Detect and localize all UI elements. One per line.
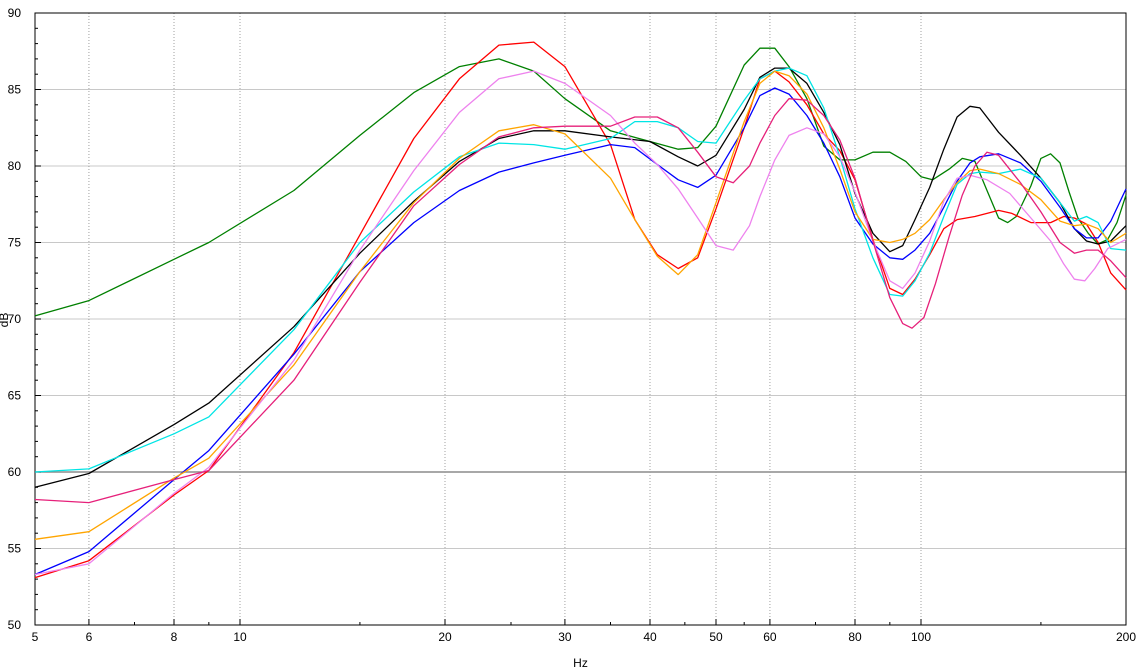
x-tick-label: 30 bbox=[558, 630, 572, 644]
x-tick-label: 80 bbox=[848, 630, 862, 644]
series-line-3 bbox=[34, 67, 1127, 488]
series-line-2 bbox=[34, 41, 1127, 579]
y-tick-label: 50 bbox=[8, 618, 22, 632]
y-tick-label: 65 bbox=[8, 389, 22, 403]
x-axis-label: Hz bbox=[573, 656, 588, 670]
x-tick-label: 60 bbox=[763, 630, 777, 644]
series-line-7 bbox=[34, 70, 1127, 576]
y-tick-label: 70 bbox=[8, 312, 22, 326]
series-line-6 bbox=[34, 70, 1127, 540]
x-tick-label: 6 bbox=[86, 630, 93, 644]
y-tick-label: 75 bbox=[8, 236, 22, 250]
series-line-8 bbox=[34, 98, 1127, 504]
y-axis-label: dB bbox=[0, 313, 11, 328]
series-line-1 bbox=[34, 47, 1127, 317]
x-tick-label: 40 bbox=[643, 630, 657, 644]
x-tick-label: 100 bbox=[911, 630, 931, 644]
series-line-5 bbox=[34, 67, 1127, 473]
y-tick-label: 85 bbox=[8, 83, 22, 97]
y-tick-label: 90 bbox=[8, 6, 22, 20]
x-tick-label: 200 bbox=[1116, 630, 1136, 644]
series-line-4 bbox=[34, 87, 1127, 576]
x-tick-label: 8 bbox=[171, 630, 178, 644]
x-tick-label: 10 bbox=[233, 630, 247, 644]
y-tick-label: 80 bbox=[8, 159, 22, 173]
x-tick-label: 50 bbox=[709, 630, 723, 644]
y-tick-label: 55 bbox=[8, 542, 22, 556]
x-tick-label: 5 bbox=[32, 630, 39, 644]
y-tick-label: 60 bbox=[8, 465, 22, 479]
x-tick-label: 20 bbox=[438, 630, 452, 644]
